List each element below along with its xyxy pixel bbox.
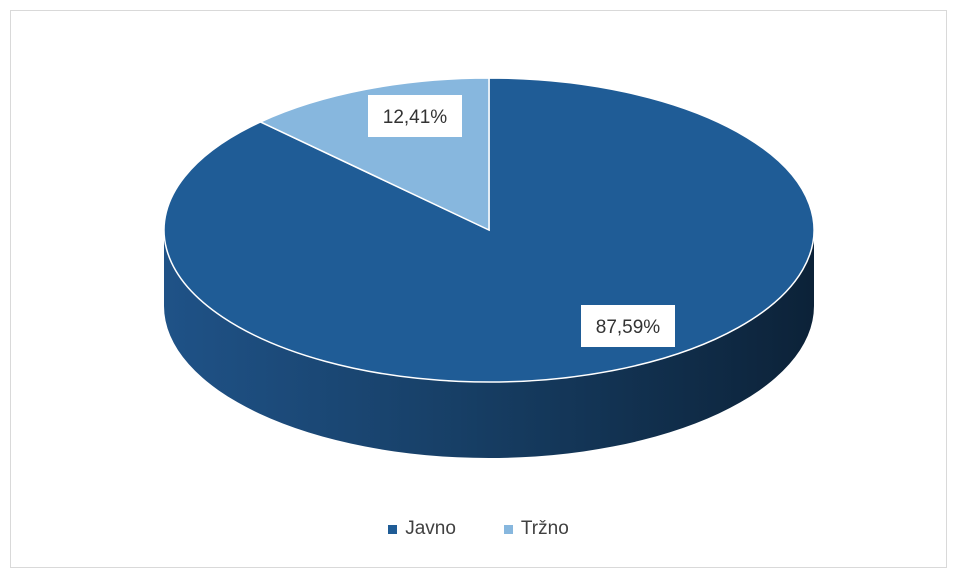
data-label-text: 12,41% <box>383 107 448 128</box>
pie-side-wall <box>164 230 814 458</box>
data-label-box <box>581 305 675 347</box>
legend-swatch-javno <box>388 524 398 534</box>
legend-item-javno: Javno <box>388 518 456 540</box>
legend: Javno Tržno <box>0 518 957 540</box>
legend-label-trzno: Tržno <box>520 518 569 539</box>
legend-swatch-trzno <box>503 524 513 534</box>
data-label-text: 87,59% <box>596 317 661 338</box>
data-label-trno: 12,41% <box>368 95 462 137</box>
data-label-box <box>368 95 462 137</box>
legend-item-trzno: Tržno <box>503 518 569 540</box>
pie-side-surface <box>164 230 814 458</box>
legend-label-javno: Javno <box>405 518 456 539</box>
data-label-javno: 87,59% <box>581 305 675 347</box>
